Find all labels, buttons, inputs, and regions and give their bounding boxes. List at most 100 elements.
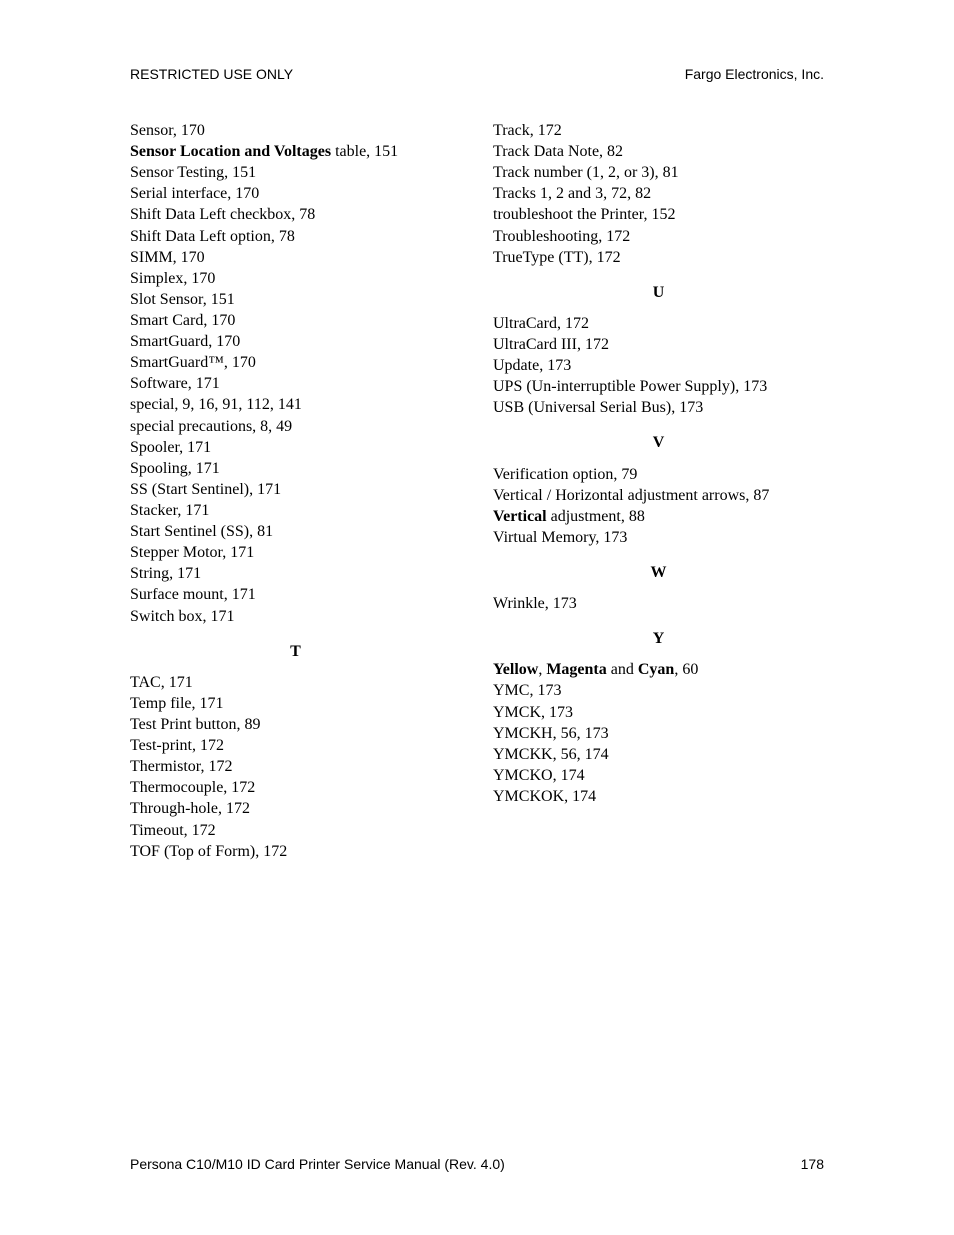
index-entry-text: Sensor Testing, 151 bbox=[130, 164, 256, 181]
page-header: RESTRICTED USE ONLY Fargo Electronics, I… bbox=[130, 66, 824, 82]
section-w-head: W bbox=[493, 562, 824, 583]
index-entry-text: special, 9, 16, 91, 112, 141 bbox=[130, 396, 302, 413]
index-entry-text: Stacker, 171 bbox=[130, 502, 209, 519]
index-entry: TrueType (TT), 172 bbox=[493, 247, 824, 268]
index-entry-text: Update, 173 bbox=[493, 357, 571, 374]
index-entry: SS (Start Sentinel), 171 bbox=[130, 479, 461, 500]
index-entry-text: Stepper Motor, 171 bbox=[130, 544, 254, 561]
index-entry-text: special precautions, 8, 49 bbox=[130, 418, 292, 435]
index-entry-text: Troubleshooting, 172 bbox=[493, 228, 630, 245]
index-entry: USB (Universal Serial Bus), 173 bbox=[493, 397, 824, 418]
index-entry: Tracks 1, 2 and 3, 72, 82 bbox=[493, 183, 824, 204]
index-entry-text: SmartGuard, 170 bbox=[130, 333, 240, 350]
index-entry: Timeout, 172 bbox=[130, 820, 461, 841]
index-entry-text: USB (Universal Serial Bus), 173 bbox=[493, 399, 703, 416]
index-entry: Virtual Memory, 173 bbox=[493, 527, 824, 548]
index-entry-text: troubleshoot the Printer, 152 bbox=[493, 206, 675, 223]
index-entry-text: Timeout, 172 bbox=[130, 822, 216, 839]
index-entry-text: Sensor, 170 bbox=[130, 122, 205, 139]
index-entry-text: YMCKK, 56, 174 bbox=[493, 746, 609, 763]
index-entry: Vertical / Horizontal adjustment arrows,… bbox=[493, 485, 824, 506]
index-entry-text: Virtual Memory, 173 bbox=[493, 529, 627, 546]
index-entry: Verification option, 79 bbox=[493, 464, 824, 485]
index-entry: Switch box, 171 bbox=[130, 606, 461, 627]
index-entry-text: , 60 bbox=[674, 661, 698, 678]
index-entry: Start Sentinel (SS), 81 bbox=[130, 521, 461, 542]
index-entry-text: Spooling, 171 bbox=[130, 460, 220, 477]
section-s-entries: Sensor, 170 Sensor Location and Voltages … bbox=[130, 120, 461, 627]
index-entry: Surface mount, 171 bbox=[130, 584, 461, 605]
index-entry-text: UltraCard III, 172 bbox=[493, 336, 609, 353]
index-entry: Software, 171 bbox=[130, 373, 461, 394]
index-entry: Wrinkle, 173 bbox=[493, 593, 824, 614]
index-entry: Sensor Location and Voltages table, 151 bbox=[130, 141, 461, 162]
index-entry: Sensor Testing, 151 bbox=[130, 162, 461, 183]
index-entry: YMCK, 173 bbox=[493, 702, 824, 723]
index-entry-text: UPS (Un-interruptible Power Supply), 173 bbox=[493, 378, 767, 395]
index-entry-text: YMCKH, 56, 173 bbox=[493, 725, 609, 742]
index-entry: Update, 173 bbox=[493, 355, 824, 376]
index-entry: Stacker, 171 bbox=[130, 500, 461, 521]
index-entry: UltraCard III, 172 bbox=[493, 334, 824, 355]
index-entry-text: Test-print, 172 bbox=[130, 737, 224, 754]
index-entry: SmartGuard, 170 bbox=[130, 331, 461, 352]
index-entry: YMC, 173 bbox=[493, 680, 824, 701]
index-entry-text: Temp file, 171 bbox=[130, 695, 224, 712]
index-entry-text: Track Data Note, 82 bbox=[493, 143, 623, 160]
index-entry-text: Through-hole, 172 bbox=[130, 800, 250, 817]
index-entry: Vertical adjustment, 88 bbox=[493, 506, 824, 527]
index-entry-text: YMC, 173 bbox=[493, 682, 561, 699]
index-entry-text: Cyan bbox=[638, 661, 674, 678]
index-entry: Thermocouple, 172 bbox=[130, 777, 461, 798]
index-entry-text: Magenta bbox=[546, 661, 606, 678]
index-entry-text: Shift Data Left checkbox, 78 bbox=[130, 206, 315, 223]
right-column: Track, 172 Track Data Note, 82 Track numbe… bbox=[493, 120, 824, 862]
index-entry-text: SmartGuard™, 170 bbox=[130, 354, 256, 371]
header-right: Fargo Electronics, Inc. bbox=[685, 66, 824, 82]
index-entry: Through-hole, 172 bbox=[130, 798, 461, 819]
index-entry-text: Surface mount, 171 bbox=[130, 586, 256, 603]
index-entry: Simplex, 170 bbox=[130, 268, 461, 289]
index-entry: String, 171 bbox=[130, 563, 461, 584]
index-entry: Spooling, 171 bbox=[130, 458, 461, 479]
index-entry-text: Track, 172 bbox=[493, 122, 562, 139]
page-footer: Persona C10/M10 ID Card Printer Service … bbox=[130, 1156, 824, 1172]
index-entry-text: Thermocouple, 172 bbox=[130, 779, 255, 796]
index-entry: Test Print button, 89 bbox=[130, 714, 461, 735]
index-entry-text: Simplex, 170 bbox=[130, 270, 215, 287]
index-entry: Slot Sensor, 151 bbox=[130, 289, 461, 310]
section-v-entries: Verification option, 79 Vertical / Horizo… bbox=[493, 464, 824, 548]
index-entry-text: adjustment, 88 bbox=[547, 508, 645, 525]
index-entry-text: Smart Card, 170 bbox=[130, 312, 235, 329]
index-entry: troubleshoot the Printer, 152 bbox=[493, 204, 824, 225]
section-y-head: Y bbox=[493, 628, 824, 649]
footer-left: Persona C10/M10 ID Card Printer Service … bbox=[130, 1156, 505, 1172]
index-entry: Shift Data Left checkbox, 78 bbox=[130, 204, 461, 225]
index-entry-text: TOF (Top of Form), 172 bbox=[130, 843, 287, 860]
section-y-entries: Yellow, Magenta and Cyan, 60YMC, 173YMCK… bbox=[493, 659, 824, 807]
index-entry: special precautions, 8, 49 bbox=[130, 416, 461, 437]
page-number: 178 bbox=[801, 1156, 824, 1172]
index-entry-text: Thermistor, 172 bbox=[130, 758, 232, 775]
index-entry: Test-print, 172 bbox=[130, 735, 461, 756]
index-entry-text: UltraCard, 172 bbox=[493, 315, 589, 332]
index-entry: UPS (Un-interruptible Power Supply), 173 bbox=[493, 376, 824, 397]
index-entry-text: Yellow bbox=[493, 661, 538, 678]
index-entry-text: Track number (1, 2, or 3), 81 bbox=[493, 164, 679, 181]
index-entry: special, 9, 16, 91, 112, 141 bbox=[130, 394, 461, 415]
index-entry: TOF (Top of Form), 172 bbox=[130, 841, 461, 862]
section-w-entries: Wrinkle, 173 bbox=[493, 593, 824, 614]
section-t-cont-entries: Track, 172 Track Data Note, 82 Track numbe… bbox=[493, 120, 824, 268]
index-entry-text: Slot Sensor, 151 bbox=[130, 291, 235, 308]
index-entry-text: String, 171 bbox=[130, 565, 201, 582]
index-entry-text: YMCKOK, 174 bbox=[493, 788, 596, 805]
index-entry-text: SIMM, 170 bbox=[130, 249, 205, 266]
left-column: Sensor, 170 Sensor Location and Voltages … bbox=[130, 120, 461, 862]
section-u-entries: UltraCard, 172 UltraCard III, 172 Update, … bbox=[493, 313, 824, 419]
index-entry-text: Verification option, 79 bbox=[493, 466, 637, 483]
index-entry-text: table, 151 bbox=[331, 143, 398, 160]
section-u-head: U bbox=[493, 282, 824, 303]
index-entry-text: Spooler, 171 bbox=[130, 439, 211, 456]
index-columns: Sensor, 170 Sensor Location and Voltages … bbox=[130, 120, 824, 862]
index-entry-text: Switch box, 171 bbox=[130, 608, 234, 625]
